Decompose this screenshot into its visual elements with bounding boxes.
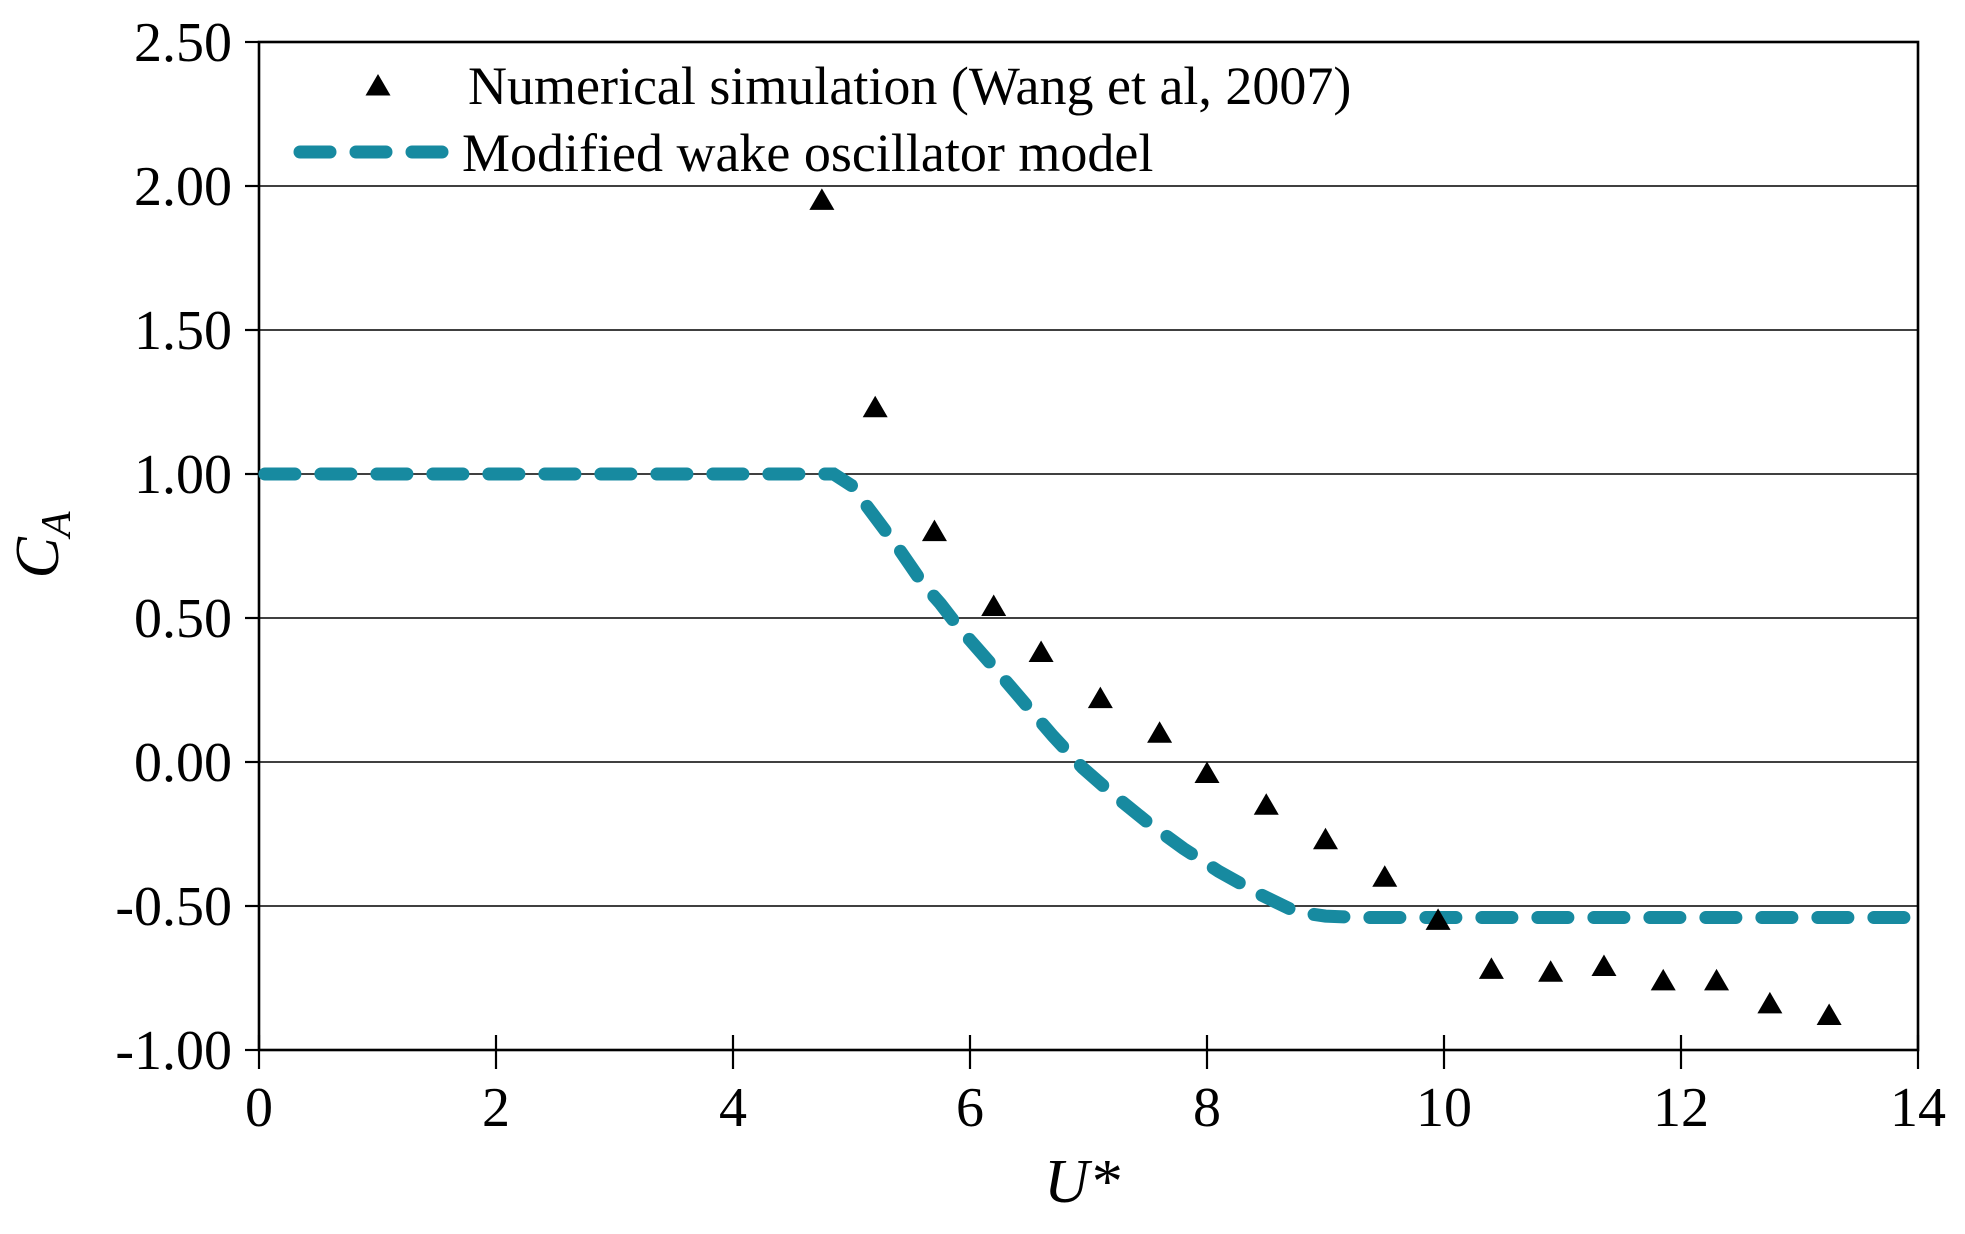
data-point-triangle xyxy=(1757,991,1783,1014)
x-tick-label: 12 xyxy=(1653,1077,1709,1139)
legend-label-simulation: Numerical simulation (Wang et al, 2007) xyxy=(468,56,1351,116)
simulation-scatter-series xyxy=(809,188,1842,1025)
y-title-subscript: A xyxy=(34,511,80,540)
y-title-main: C xyxy=(4,537,72,579)
x-axis-title: U* xyxy=(1044,1148,1120,1216)
data-point-triangle xyxy=(1538,960,1564,982)
data-point-triangle xyxy=(1478,957,1504,979)
data-point-triangle xyxy=(862,395,888,418)
x-tick-label: 14 xyxy=(1890,1077,1946,1139)
y-tick-label: 0.00 xyxy=(134,732,232,794)
data-point-triangle xyxy=(1147,721,1173,743)
y-tick-label: -0.50 xyxy=(115,876,232,938)
data-point-triangle xyxy=(1194,761,1220,784)
model-dashed-line xyxy=(258,467,1925,924)
y-tick-label: 2.50 xyxy=(134,12,232,74)
data-point-triangle xyxy=(1313,827,1338,850)
y-tick-label: 0.50 xyxy=(134,588,232,650)
data-point-triangle xyxy=(1425,908,1451,930)
data-point-triangle xyxy=(981,594,1007,616)
tick-labels: 2.50 2.00 1.50 1.00 0.50 0.00 -0.50 -1.000 2 4 6 8 1… xyxy=(115,12,1946,1139)
gridlines xyxy=(259,41,1918,1051)
data-point-triangle xyxy=(1591,954,1617,976)
data-point-triangle xyxy=(1650,968,1676,991)
legend-label-model: Modified wake oscillator model xyxy=(462,123,1153,183)
y-tick-label: 2.00 xyxy=(134,156,232,218)
data-point-triangle xyxy=(1028,640,1054,663)
x-tick-label: 2 xyxy=(482,1077,510,1139)
y-tick-label: 1.50 xyxy=(134,300,232,362)
data-point-triangle xyxy=(1704,968,1730,991)
data-point-triangle xyxy=(1372,865,1398,887)
legend: Numerical simulation (Wang et al, 2007) … xyxy=(293,56,1351,183)
triangle-marker-icon xyxy=(365,74,391,96)
data-point-triangle xyxy=(1087,686,1113,709)
x-tick-label: 0 xyxy=(245,1077,273,1139)
x-tick-label: 4 xyxy=(719,1077,747,1139)
x-tick-label: 8 xyxy=(1193,1077,1221,1139)
axis-ticks xyxy=(245,40,1920,1069)
x-tick-label: 10 xyxy=(1416,1077,1472,1139)
data-point-triangle xyxy=(809,188,835,210)
y-tick-label: -1.00 xyxy=(115,1020,232,1082)
data-point-triangle xyxy=(1253,793,1279,815)
data-point-triangle xyxy=(921,519,947,542)
plot-border-box xyxy=(257,40,1920,1052)
x-tick-label: 6 xyxy=(956,1077,984,1139)
y-tick-label: 1.00 xyxy=(134,444,232,506)
model-line-series xyxy=(258,467,1925,924)
y-axis-title: CA xyxy=(4,511,80,578)
plot-border xyxy=(257,40,1920,1052)
data-point-triangle xyxy=(1816,1003,1842,1025)
